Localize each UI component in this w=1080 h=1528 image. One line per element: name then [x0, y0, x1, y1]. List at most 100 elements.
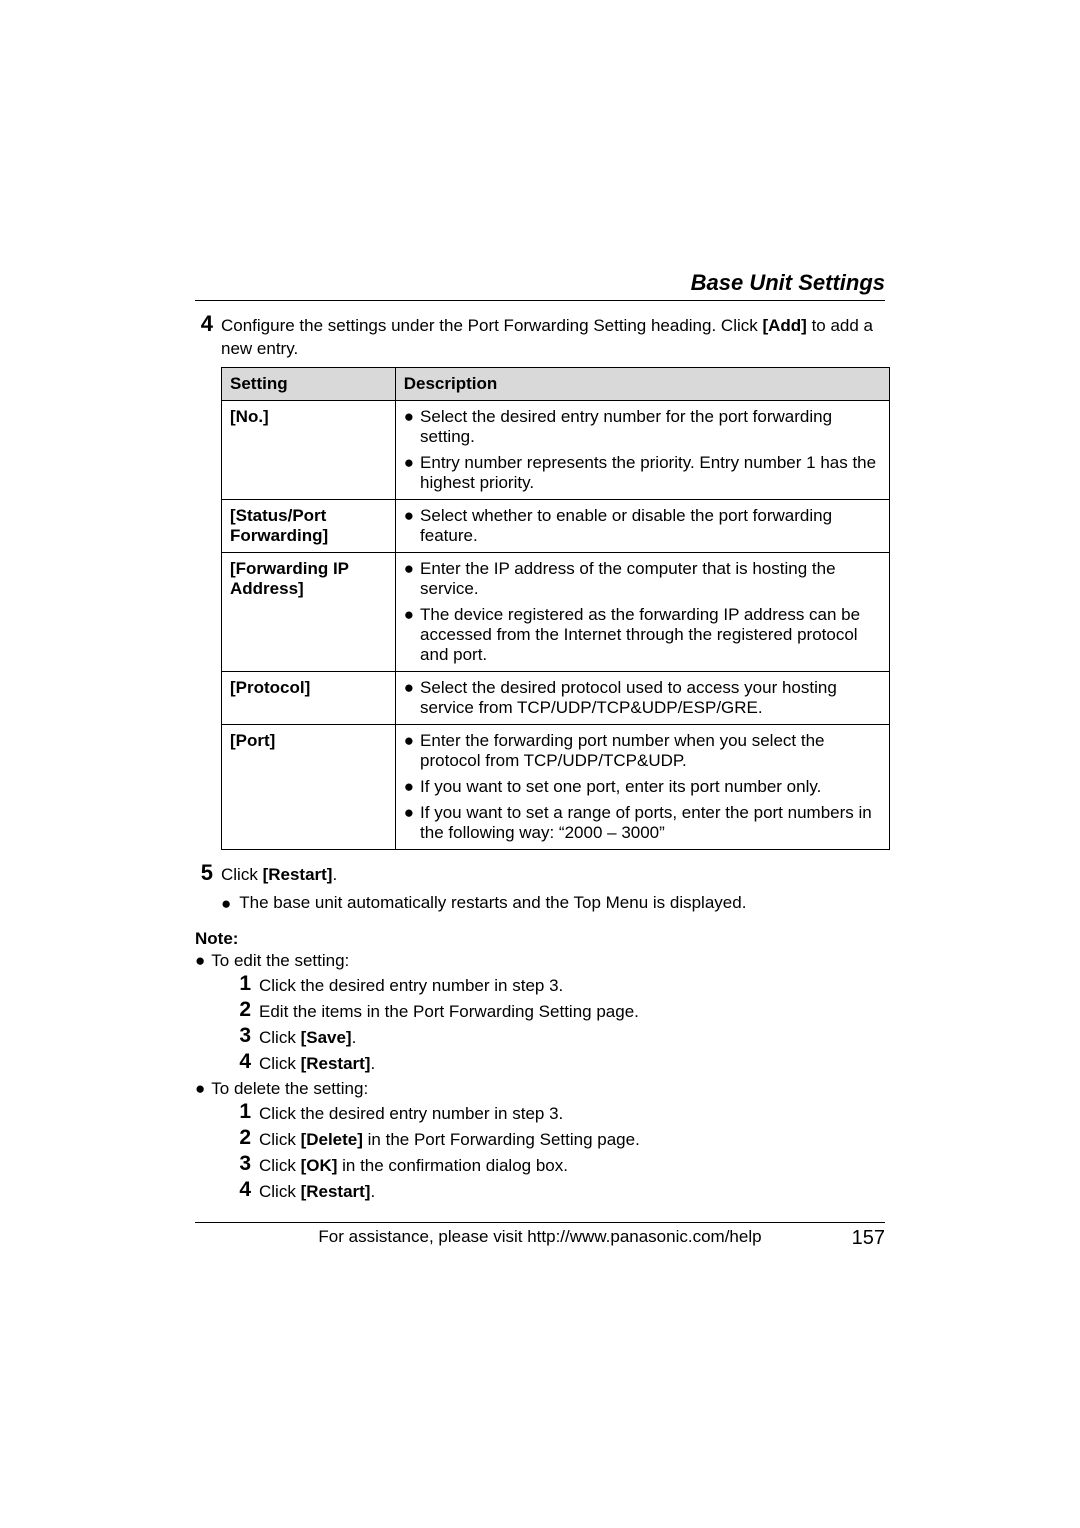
table-row: [Protocol] ●Select the desired protocol …: [222, 671, 890, 724]
nested-step: 2 Edit the items in the Port Forwarding …: [235, 1001, 885, 1024]
bullet-text: Enter the IP address of the computer tha…: [420, 559, 881, 599]
text-fragment: Click: [259, 1130, 301, 1149]
step-number: 4: [195, 313, 213, 335]
setting-label: [No.]: [222, 400, 396, 499]
bullet-icon: ●: [195, 951, 205, 971]
bullet-icon: ●: [404, 559, 414, 599]
bullet-icon: ●: [404, 453, 414, 493]
step-number: 1: [235, 973, 251, 994]
footer-help-text: For assistance, please visit http://www.…: [195, 1227, 835, 1250]
text-fragment: in the confirmation dialog box.: [337, 1156, 568, 1175]
nested-step: 2 Click [Delete] in the Port Forwarding …: [235, 1129, 885, 1152]
setting-label: [Status/Port Forwarding]: [222, 499, 396, 552]
setting-label: [Forwarding IP Address]: [222, 552, 396, 671]
step-number: 3: [235, 1025, 251, 1046]
step-text: Click the desired entry number in step 3…: [259, 975, 885, 998]
bold-label: [OK]: [301, 1156, 338, 1175]
step-number: 2: [235, 1127, 251, 1148]
text-fragment: Click: [259, 1156, 301, 1175]
sub-bullet-text: The base unit automatically restarts and…: [239, 893, 746, 913]
step-text: Click [Save].: [259, 1027, 885, 1050]
bullet-text: Select the desired protocol used to acce…: [420, 678, 881, 718]
note-delete-intro: ● To delete the setting:: [195, 1079, 885, 1099]
text-fragment: .: [352, 1028, 357, 1047]
step-text: Click [Restart].: [221, 864, 885, 887]
note-intro-text: To delete the setting:: [211, 1079, 368, 1099]
table-row: [No.] ●Select the desired entry number f…: [222, 400, 890, 499]
nested-step: 4 Click [Restart].: [235, 1181, 885, 1204]
text-fragment: Click: [259, 1054, 301, 1073]
col-header-setting: Setting: [222, 367, 396, 400]
table-header-row: Setting Description: [222, 367, 890, 400]
nested-step: 1 Click the desired entry number in step…: [235, 1103, 885, 1126]
step-text: Click [Delete] in the Port Forwarding Se…: [259, 1129, 885, 1152]
bold-label: [Restart]: [301, 1054, 371, 1073]
nested-step: 4 Click [Restart].: [235, 1053, 885, 1076]
bullet-text: The device registered as the forwarding …: [420, 605, 881, 665]
text-fragment: .: [370, 1054, 375, 1073]
bullet-text: Enter the forwarding port number when yo…: [420, 731, 881, 771]
bold-label: [Restart]: [301, 1182, 371, 1201]
step-number: 4: [235, 1179, 251, 1200]
footer-page-number: 157: [835, 1227, 885, 1250]
step-4: 4 Configure the settings under the Port …: [195, 315, 885, 361]
setting-description: ●Select whether to enable or disable the…: [395, 499, 890, 552]
text-fragment: Click: [259, 1182, 301, 1201]
bullet-text: Entry number represents the priority. En…: [420, 453, 881, 493]
step-text: Edit the items in the Port Forwarding Se…: [259, 1001, 885, 1024]
bullet-icon: ●: [404, 506, 414, 546]
setting-description: ●Select the desired protocol used to acc…: [395, 671, 890, 724]
note-intro-text: To edit the setting:: [211, 951, 349, 971]
nested-step: 3 Click [OK] in the confirmation dialog …: [235, 1155, 885, 1178]
setting-description: ●Enter the forwarding port number when y…: [395, 724, 890, 849]
setting-label: [Protocol]: [222, 671, 396, 724]
text-fragment: Configure the settings under the Port Fo…: [221, 316, 762, 335]
bullet-icon: ●: [404, 605, 414, 665]
step-text: Click [OK] in the confirmation dialog bo…: [259, 1155, 885, 1178]
text-fragment: .: [370, 1182, 375, 1201]
setting-description: ●Select the desired entry number for the…: [395, 400, 890, 499]
step-5-sub: ● The base unit automatically restarts a…: [221, 893, 885, 915]
bullet-icon: ●: [404, 407, 414, 447]
bullet-text: If you want to set a range of ports, ent…: [420, 803, 881, 843]
table-row: [Forwarding IP Address] ●Enter the IP ad…: [222, 552, 890, 671]
bullet-text: If you want to set one port, enter its p…: [420, 777, 821, 797]
setting-label: [Port]: [222, 724, 396, 849]
step-number: 1: [235, 1101, 251, 1122]
step-text: Click the desired entry number in step 3…: [259, 1103, 885, 1126]
text-fragment: Click: [259, 1028, 301, 1047]
setting-description: ●Enter the IP address of the computer th…: [395, 552, 890, 671]
col-header-description: Description: [395, 367, 890, 400]
note-edit-intro: ● To edit the setting:: [195, 951, 885, 971]
step-text: Configure the settings under the Port Fo…: [221, 315, 885, 361]
step-5: 5 Click [Restart].: [195, 864, 885, 887]
bold-label: [Delete]: [301, 1130, 363, 1149]
bullet-icon: ●: [404, 731, 414, 771]
step-text: Click [Restart].: [259, 1181, 885, 1204]
table-row: [Status/Port Forwarding] ●Select whether…: [222, 499, 890, 552]
bullet-icon: ●: [404, 777, 414, 797]
page-footer: For assistance, please visit http://www.…: [195, 1223, 885, 1250]
table-row: [Port] ●Enter the forwarding port number…: [222, 724, 890, 849]
bullet-icon: ●: [195, 1079, 205, 1099]
delete-steps: 1 Click the desired entry number in step…: [235, 1103, 885, 1204]
note-label: Note:: [195, 929, 885, 949]
text-fragment: .: [332, 865, 337, 884]
step-number: 3: [235, 1153, 251, 1174]
step-number: 4: [235, 1051, 251, 1072]
text-fragment: in the Port Forwarding Setting page.: [363, 1130, 640, 1149]
bold-label: [Save]: [301, 1028, 352, 1047]
bullet-icon: ●: [404, 803, 414, 843]
step-number: 5: [195, 862, 213, 884]
bold-label: [Add]: [762, 316, 806, 335]
bullet-text: Select whether to enable or disable the …: [420, 506, 881, 546]
nested-step: 3 Click [Save].: [235, 1027, 885, 1050]
text-fragment: Click: [221, 865, 263, 884]
settings-table: Setting Description [No.] ●Select the de…: [221, 367, 890, 850]
edit-steps: 1 Click the desired entry number in step…: [235, 975, 885, 1076]
section-title: Base Unit Settings: [195, 270, 885, 301]
bullet-icon: ●: [221, 893, 231, 915]
step-text: Click [Restart].: [259, 1053, 885, 1076]
note-block: ● To edit the setting: 1 Click the desir…: [195, 951, 885, 1204]
bullet-icon: ●: [404, 678, 414, 718]
